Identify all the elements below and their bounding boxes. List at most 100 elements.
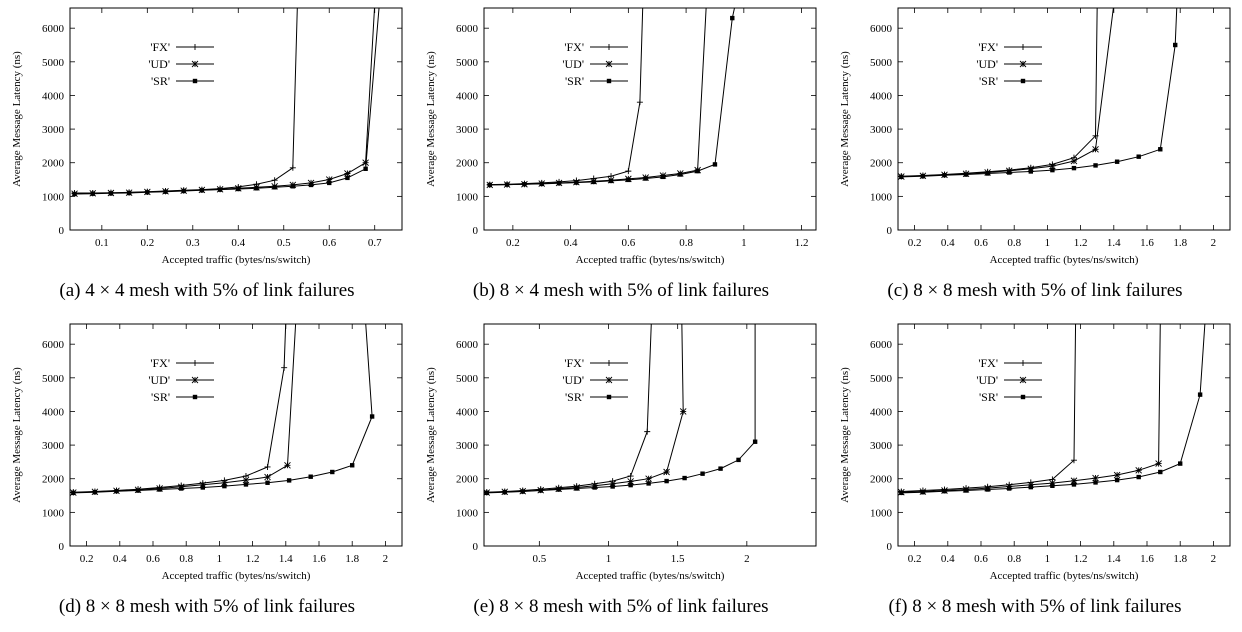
x-tick-label: 1.8 [1173,553,1187,565]
y-tick-label: 0 [473,225,479,237]
legend-marker [606,44,612,50]
series-square [899,324,1206,496]
x-tick-label: 0.8 [1007,237,1021,249]
series-line [489,8,707,186]
y-tick-label: 4000 [870,406,893,418]
legend-marker [606,394,612,400]
x-tick-label: 0.3 [186,237,200,249]
y-tick-label: 1000 [42,507,65,519]
legend-marker [1019,60,1027,68]
plot-area [70,324,375,496]
data-point [1114,159,1120,164]
data-point [1027,165,1035,173]
x-tick-label: 1.2 [1074,237,1088,249]
legend-marker [1020,78,1026,84]
plot-frame [483,323,817,547]
chart-panel: 0 1000 2000 3000 4000 5000 6000 0.2 0.4 0.6 0.8 1 1.… [0,316,414,632]
plot-frame [69,323,403,547]
series-line [73,324,287,493]
panel-caption: (e) 8 × 8 mesh with 5% of link failures [414,596,828,618]
y-tick-label: 4000 [456,90,479,102]
data-point [135,488,141,493]
legend-label: 'FX' [978,356,998,370]
y-tick-label: 0 [59,541,65,553]
plot-area [484,324,758,496]
x-tick-label: 0.4 [941,237,955,249]
data-point [1028,169,1033,174]
x-tick-label: 2 [1211,553,1217,565]
data-point [1135,466,1143,474]
data-point [609,480,616,488]
series-plus [898,8,1099,180]
data-point [627,473,634,480]
data-point [644,428,651,435]
data-point [574,486,579,491]
data-point [985,171,990,176]
legend-marker [191,376,199,384]
data-point [1178,461,1183,466]
legend-marker [605,60,613,68]
y-tick-label: 5000 [456,373,479,385]
series-cross [71,8,376,197]
chart-svg: 0 1000 2000 3000 4000 5000 6000 0.2 0.4 0.6 0.8 1 1.… [11,323,403,582]
data-point [1071,165,1077,171]
series-line [901,324,1206,494]
legend-label: 'UD' [976,57,998,71]
legend-marker [1020,360,1026,366]
data-point [163,189,168,194]
data-point [752,439,758,444]
x-tick-label: 1.2 [795,237,809,249]
data-point [963,172,969,177]
data-point [1173,42,1178,48]
y-tick-label: 5000 [870,373,893,385]
plot-frame [69,7,403,231]
legend-label: 'SR' [151,74,170,88]
data-point [1028,484,1033,490]
x-axis-label: Accepted traffic (bytes/ns/switch) [990,254,1139,266]
x-tick-label: 1.6 [312,553,326,565]
data-point [327,180,332,186]
chart-svg: 0 1000 2000 3000 4000 5000 6000 0.2 0.4 0.6 0.8 1 1.… [839,7,1231,266]
plot-frame [483,7,817,231]
data-point [899,490,904,496]
data-point [1093,163,1098,168]
data-point [626,177,631,183]
plot-frame [897,7,1231,231]
series-line [486,324,684,493]
legend: 'FX' 'UD' 'SR' [562,356,628,404]
data-point [712,162,718,167]
x-tick-label: 1.2 [246,553,260,565]
data-point [308,474,313,479]
data-point [899,174,904,180]
data-point [264,473,271,481]
data-point [627,478,634,485]
series-line [901,324,1077,492]
series-line [486,324,652,493]
plot-area [71,8,380,197]
chart-panel: 0 1000 2000 3000 4000 5000 6000 0.5 1 1.5 2 Accepte… [414,316,828,632]
x-axis-label: Accepted traffic (bytes/ns/switch) [162,570,311,582]
y-tick-label: 3000 [42,440,65,452]
legend-marker [606,360,612,366]
data-point [679,408,687,415]
y-tick-label: 1000 [456,191,479,203]
data-point [199,188,205,193]
data-point [284,461,291,469]
caption-text: 8 × 8 mesh with 5% of link failures [85,596,356,617]
caption-label: (b) [472,280,500,301]
data-point [1049,162,1056,170]
x-tick-label: 1 [741,237,747,249]
y-tick-label: 1000 [870,191,893,203]
legend-label: 'SR' [151,390,170,404]
data-point [243,482,249,487]
y-tick-label: 6000 [870,339,893,351]
y-tick-label: 6000 [456,339,479,351]
legend-label: 'FX' [564,356,584,370]
legend: 'FX' 'UD' 'SR' [148,40,214,88]
data-point [1197,392,1203,397]
data-point [1155,460,1162,467]
legend-label: 'FX' [150,40,170,54]
data-point [289,164,296,171]
x-tick-label: 0.1 [95,237,109,249]
data-point [272,185,277,190]
